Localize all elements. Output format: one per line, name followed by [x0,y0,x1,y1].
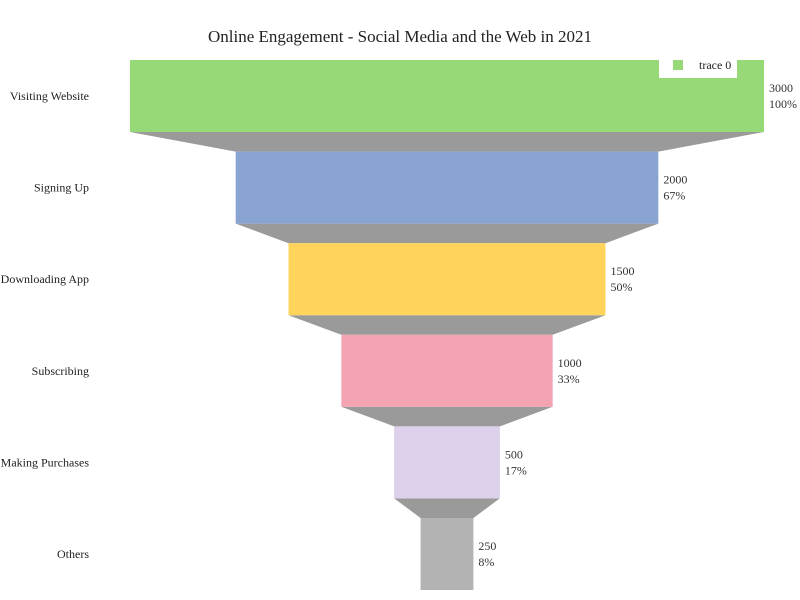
value-label: 2000 [663,173,687,187]
funnel-bar[interactable] [420,518,474,590]
legend[interactable]: trace 0 [659,55,737,78]
category-label: Subscribing [32,364,89,378]
value-label: 3000 [769,81,793,95]
category-label: Others [57,547,89,561]
funnel-bar[interactable] [394,426,500,499]
category-label: Downloading App [1,272,89,286]
funnel-connector [341,406,553,427]
funnel-connector [288,315,606,335]
funnel-bar[interactable] [288,243,606,316]
percent-label: 33% [558,372,580,386]
percent-label: 100% [769,97,797,111]
funnel-connector [130,132,764,152]
funnel-connector [394,498,500,518]
percent-label: 8% [478,555,494,569]
percent-label: 17% [505,463,527,477]
funnel-bar[interactable] [341,334,553,407]
funnel-connector [235,223,659,244]
legend-label: trace 0 [699,58,731,72]
funnel-bar[interactable] [130,60,764,132]
funnel-stages: Visiting Website 3000 100% Signing Up 2000 67… [1,60,797,590]
category-label: Visiting Website [10,89,89,103]
value-label: 1500 [611,264,635,278]
value-label: 500 [505,447,523,461]
percent-label: 50% [611,280,633,294]
chart-title: Online Engagement - Social Media and the… [208,27,592,46]
value-label: 1000 [558,356,582,370]
category-label: Making Purchases [1,455,90,469]
value-label: 250 [478,539,496,553]
funnel-bar[interactable] [235,151,659,224]
category-label: Signing Up [34,181,89,195]
percent-label: 67% [663,189,685,203]
legend-swatch [673,60,683,70]
